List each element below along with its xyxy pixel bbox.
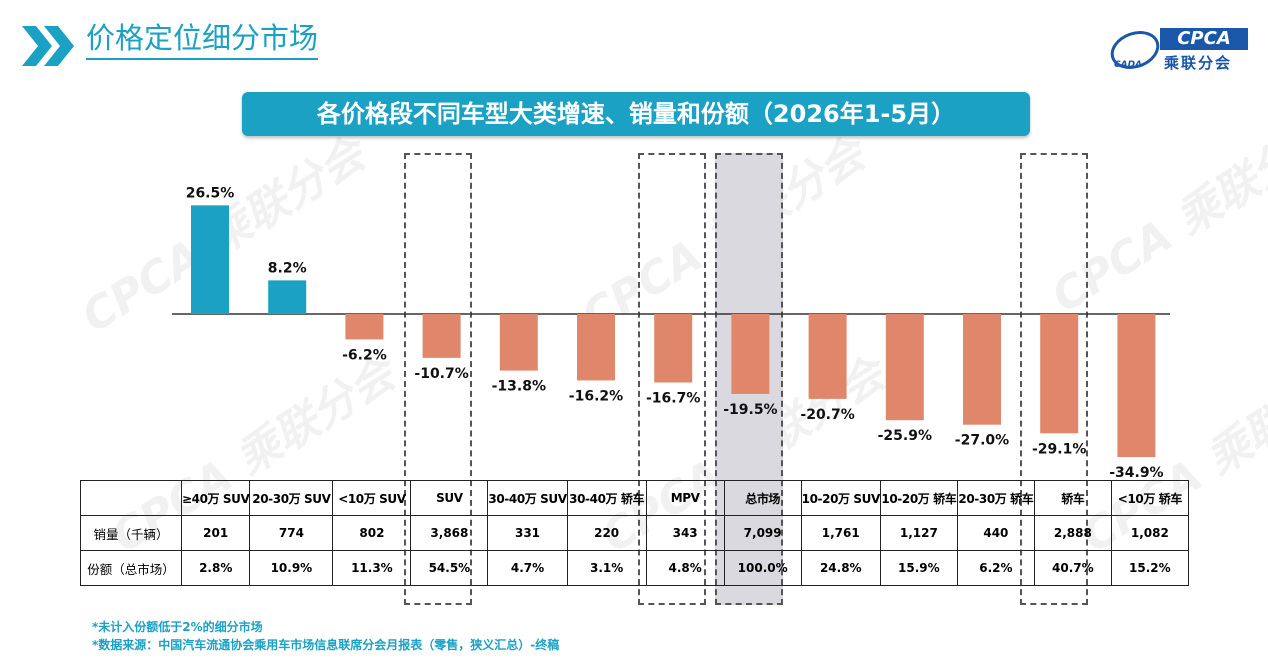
- column-header: <10万 SUV: [332, 480, 412, 516]
- data-label: -34.9%: [1109, 465, 1163, 480]
- bar-9: [885, 314, 924, 421]
- cell-share: 2.8%: [180, 550, 251, 586]
- logo-brand: CPCA: [1160, 28, 1248, 50]
- data-label: -16.2%: [569, 388, 623, 404]
- bar-1: [268, 280, 307, 314]
- highlight-frame-sedan: [1020, 153, 1088, 605]
- data-label: -16.7%: [646, 390, 700, 406]
- bar-7: [731, 314, 770, 394]
- cell-sales: 802: [332, 515, 412, 551]
- column-header: 20-30万 轿车: [956, 480, 1035, 516]
- data-label: -27.0%: [955, 433, 1009, 449]
- column-header: 10-20万 轿车: [879, 480, 958, 516]
- table-corner-cell: [80, 480, 182, 516]
- data-table: ≥40万 SUV 20-30万 SUV <10万 SUV SUV 30-40万 SUV 3…: [80, 480, 1189, 586]
- cell-share: 10.9%: [249, 550, 334, 586]
- cell-share: 6.2%: [956, 550, 1035, 586]
- bar-5: [577, 314, 615, 381]
- cell-share: 4.7%: [487, 550, 568, 586]
- bar-0: [191, 205, 229, 314]
- bar-11: [1040, 314, 1079, 434]
- data-label: -10.7%: [414, 366, 468, 382]
- cell-sales: 331: [487, 515, 568, 551]
- cell-sales: 440: [956, 515, 1035, 551]
- cpca-logo: CADA CPCA 乘联分会: [1104, 22, 1252, 76]
- cell-share: 3.1%: [566, 550, 647, 586]
- bar-3: [422, 314, 461, 358]
- bar-8: [808, 314, 847, 399]
- cell-share: 15.9%: [879, 550, 958, 586]
- cell-sales: 220: [566, 515, 647, 551]
- column-header: 30-40万 SUV: [487, 480, 568, 516]
- bar-6: [654, 314, 693, 383]
- column-header: ≥40万 SUV: [180, 480, 251, 516]
- logo-mark-text: CADA: [1114, 60, 1143, 70]
- bar-12: [1117, 314, 1156, 458]
- data-label: 8.2%: [268, 260, 307, 276]
- cell-share: 4.8%: [645, 550, 725, 586]
- data-label: -25.9%: [878, 428, 932, 444]
- column-header: <10万 轿车: [1110, 480, 1189, 516]
- logo-subtitle: 乘联分会: [1164, 54, 1233, 72]
- column-header: 20-30万 SUV: [249, 480, 334, 516]
- bar-10: [963, 314, 1001, 425]
- cell-share: 11.3%: [332, 550, 412, 586]
- data-label: 26.5%: [186, 185, 235, 201]
- cell-share: 40.7%: [1033, 550, 1112, 586]
- bar-2: [345, 314, 384, 340]
- footnote-share: *未计入份额低于2%的细分市场: [92, 620, 263, 634]
- data-label: -29.1%: [1032, 441, 1086, 457]
- cell-sales: 774: [249, 515, 334, 551]
- data-label: -19.5%: [723, 402, 777, 418]
- cell-share: 24.8%: [800, 550, 881, 586]
- cell-sales: 1,127: [879, 515, 958, 551]
- cell-share: 100.0%: [723, 550, 802, 586]
- cell-sales: 2,888: [1033, 515, 1112, 551]
- table-header-row: ≥40万 SUV 20-30万 SUV <10万 SUV SUV 30-40万 SUV 3…: [80, 480, 1189, 516]
- cell-sales: 7,099: [723, 515, 802, 551]
- cell-share: 54.5%: [410, 550, 489, 586]
- highlight-frame-suv: [404, 153, 472, 605]
- highlight-frame-mpv: [638, 153, 706, 605]
- cell-sales: 201: [180, 515, 251, 551]
- cell-sales: 3,868: [410, 515, 489, 551]
- column-header: MPV: [645, 480, 725, 516]
- cell-sales: 1,761: [800, 515, 881, 551]
- column-header: 10-20万 SUV: [800, 480, 881, 516]
- cell-share: 15.2%: [1110, 550, 1189, 586]
- bar-4: [499, 314, 538, 371]
- chart-title-banner: 各价格段不同车型大类增速、销量和份额（2026年1-5月）: [242, 92, 1030, 136]
- data-label: -13.8%: [492, 379, 546, 395]
- data-label: -20.7%: [800, 407, 854, 423]
- chevron-icon: [22, 26, 74, 66]
- cell-sales: 343: [645, 515, 725, 551]
- column-header: 总市场: [723, 480, 802, 516]
- footnote-source: *数据来源：中国汽车流通协会乘用车市场信息联席分会月报表（零售，狭义汇总）-终稿: [92, 638, 560, 652]
- table-row-sales: 销量（千辆） 201 774 802 3,868 331 220 343 7,099 1,761…: [80, 515, 1189, 551]
- data-label: -6.2%: [342, 347, 387, 363]
- column-header: 30-40万 轿车: [566, 480, 647, 516]
- cell-sales: 1,082: [1110, 515, 1189, 551]
- page-title: 价格定位细分市场: [86, 20, 319, 60]
- bar-chart: 26.5% 8.2% -6.2% -10.7% -13.8% -16.2% -16.7% -1…: [172, 185, 1170, 480]
- column-header: 轿车: [1033, 480, 1112, 516]
- column-header: SUV: [410, 480, 489, 516]
- row-label-sales: 销量（千辆）: [80, 515, 182, 551]
- row-label-share: 份额（总市场）: [80, 550, 182, 586]
- table-row-share: 份额（总市场） 2.8% 10.9% 11.3% 54.5% 4.7% 3.1% 4.8% 1…: [80, 550, 1189, 586]
